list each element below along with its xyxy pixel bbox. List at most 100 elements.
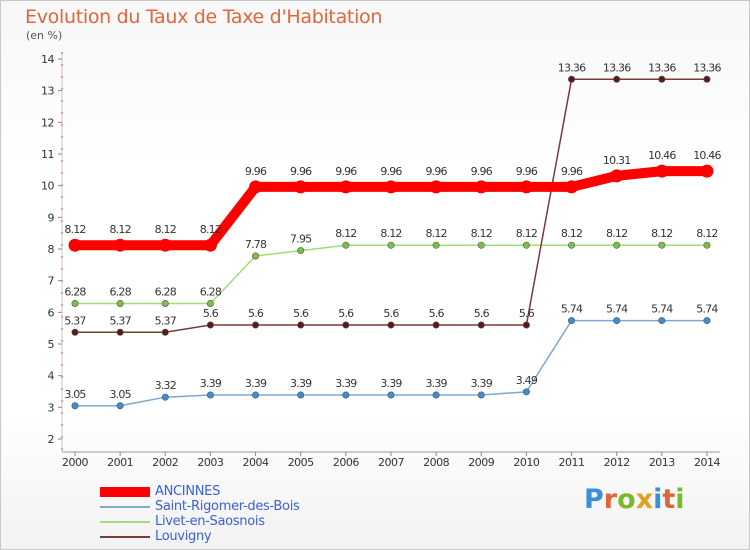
data-label: 8.12 (651, 227, 672, 240)
data-point (522, 388, 530, 396)
data-point (522, 241, 530, 249)
data-point (519, 180, 533, 194)
data-label: 13.36 (693, 61, 721, 74)
data-point (477, 391, 485, 399)
data-label: 5.74 (696, 303, 718, 316)
data-label: 13.36 (648, 61, 676, 74)
y-tick-label: 4 (48, 370, 55, 383)
data-point (613, 75, 621, 83)
data-label: 9.96 (335, 165, 357, 178)
data-point (658, 317, 666, 325)
data-label: 3.49 (516, 374, 538, 387)
data-label: 5.74 (651, 303, 673, 316)
logo-letter: t (662, 484, 676, 515)
data-point (387, 391, 395, 399)
data-label: 6.28 (155, 285, 177, 298)
data-point (161, 393, 169, 401)
data-point (655, 164, 669, 178)
data-label: 6.28 (109, 285, 131, 298)
data-point (432, 321, 440, 329)
series-saint-rigomer-des-bois (71, 317, 711, 410)
x-tick-label: 2002 (152, 456, 178, 469)
data-label: 8.12 (425, 227, 446, 240)
data-label: 8.12 (200, 223, 221, 236)
data-label: 9.96 (380, 165, 402, 178)
data-point (384, 180, 398, 194)
data-label: 8.12 (471, 227, 492, 240)
x-tick-label: 2009 (468, 456, 494, 469)
data-label: 7.95 (290, 233, 312, 246)
data-point (203, 238, 217, 252)
data-label: 10.46 (648, 149, 676, 162)
legend-label: Louvigny (155, 529, 212, 544)
data-point (658, 75, 666, 83)
legend-swatch (100, 536, 150, 538)
data-label: 5.37 (155, 314, 177, 327)
data-label: 6.28 (64, 285, 86, 298)
data-label: 5.74 (561, 303, 583, 316)
y-tick-label: 9 (48, 211, 55, 224)
chart-title: Evolution du Taux de Taxe d'Habitation (25, 6, 383, 28)
data-label: 10.31 (603, 154, 631, 167)
data-point (610, 169, 624, 183)
data-point (252, 252, 260, 260)
data-label: 5.74 (606, 303, 628, 316)
data-label: 8.12 (109, 223, 130, 236)
data-point (387, 241, 395, 249)
data-point (703, 241, 711, 249)
y-tick-label: 10 (41, 180, 54, 193)
data-point (206, 299, 214, 307)
data-label: 3.39 (380, 377, 402, 390)
data-point (477, 241, 485, 249)
data-point (116, 299, 124, 307)
data-label: 9.96 (290, 165, 312, 178)
data-point (477, 321, 485, 329)
y-tick-label: 12 (41, 116, 54, 129)
data-point (342, 241, 350, 249)
data-label: 8.12 (155, 223, 176, 236)
legend-swatch (100, 506, 150, 508)
data-label: 3.39 (200, 377, 222, 390)
data-label: 5.6 (519, 307, 535, 320)
data-point (568, 317, 576, 325)
data-label: 3.39 (471, 377, 493, 390)
data-point (297, 321, 305, 329)
data-label: 5.6 (383, 307, 399, 320)
data-label: 3.39 (425, 377, 447, 390)
logo-letter: i (653, 484, 663, 515)
data-label: 9.96 (561, 165, 583, 178)
y-tick-label: 2 (48, 433, 55, 446)
data-point (703, 317, 711, 325)
series-lines (68, 75, 714, 410)
data-label: 7.78 (245, 238, 267, 251)
x-tick-label: 2013 (649, 456, 675, 469)
data-point (161, 328, 169, 336)
data-label: 8.12 (606, 227, 627, 240)
data-label: 3.05 (64, 388, 86, 401)
data-label: 3.39 (290, 377, 312, 390)
data-point (206, 321, 214, 329)
data-point (342, 391, 350, 399)
x-tick-label: 2012 (604, 456, 630, 469)
data-point (474, 180, 488, 194)
x-tick-label: 2008 (423, 456, 449, 469)
data-point (339, 180, 353, 194)
y-tick-label: 3 (48, 401, 55, 414)
data-label: 5.37 (64, 314, 86, 327)
data-label: 9.96 (516, 165, 538, 178)
logo-letter: r (603, 484, 618, 515)
data-point (297, 391, 305, 399)
x-tick-label: 2001 (107, 456, 133, 469)
data-point (294, 180, 308, 194)
data-point (116, 402, 124, 410)
data-label: 8.12 (335, 227, 356, 240)
data-point (71, 299, 79, 307)
series-livet-en-saosnois (71, 241, 711, 307)
data-point (432, 391, 440, 399)
x-tick-label: 2005 (288, 456, 314, 469)
legend-swatch (100, 521, 150, 523)
data-point (71, 402, 79, 410)
data-label: 6.28 (200, 285, 222, 298)
